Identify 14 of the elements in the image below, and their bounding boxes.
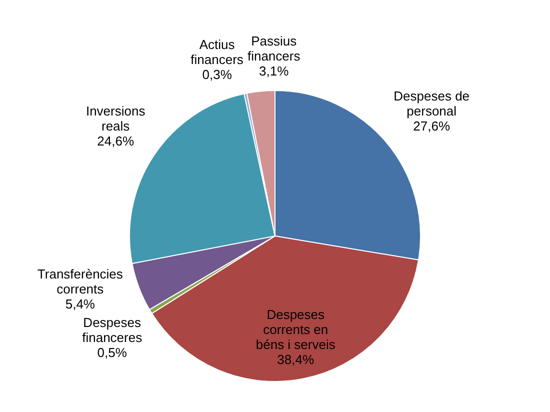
slice-label: Passius financers [247,34,301,64]
data-label: 0,3% [202,66,232,82]
data-label: 27,6% [413,118,450,134]
slice-label: Inversions reals [86,103,146,134]
slice-label: Despeses de personal [394,88,470,119]
data-label: 0,5% [97,344,128,360]
data-label: 24,6% [97,133,134,148]
data-label: 5,4% [65,296,96,312]
slice-label: Despeses financeres [82,314,143,345]
data-label: 3,1% [259,64,290,79]
data-label: 38,4% [277,352,314,367]
slice-label: Actius financers [190,36,244,67]
slice-label: Transferències corrents [37,266,124,297]
slice-label: Despeses corrents en béns i serveis [256,306,336,352]
